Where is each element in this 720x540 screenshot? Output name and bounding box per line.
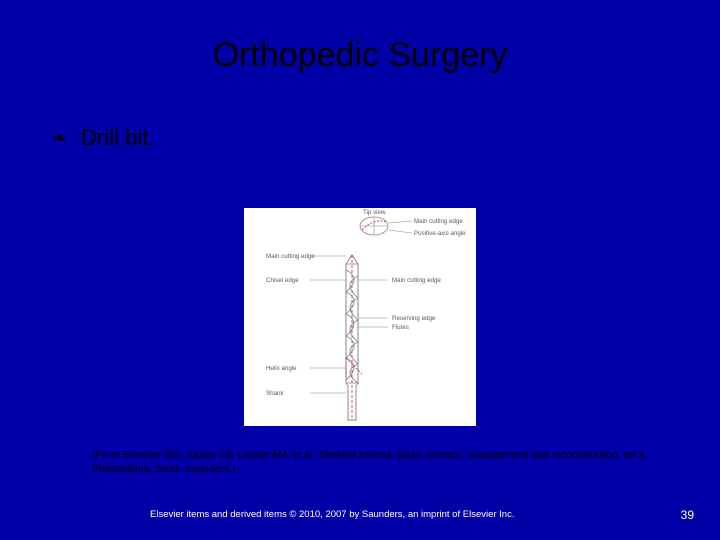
slide-title: Orthopedic Surgery [0, 0, 720, 75]
drill-label: Flutes [392, 324, 409, 331]
bullet-row: ❧ Drill bit. [52, 125, 678, 151]
bullet-text: Drill bit. [81, 125, 154, 151]
drill-bit-svg: Tip view Main cutting edge Positive-axis… [244, 208, 476, 426]
drill-label: Chisel edge [266, 277, 299, 284]
drill-label: Helix angle [266, 365, 297, 372]
tip-view-group: Tip view Main cutting edge Positive-axis… [360, 209, 466, 237]
bullet-icon: ❧ [52, 128, 67, 149]
label-tip-angle: Positive-axis angle [414, 230, 466, 237]
label-tip-main-edge: Main cutting edge [414, 218, 463, 225]
drill-label: Main cutting edge [392, 277, 441, 284]
drill-bit-figure: Tip view Main cutting edge Positive-axis… [244, 208, 476, 426]
copyright-footer: Elsevier items and derived items © 2010,… [150, 509, 514, 520]
citation-prefix: (From Browner BD, Jupiter JB, Levine AM,… [92, 449, 318, 461]
figure-citation: (From Browner BD, Jupiter JB, Levine AM,… [92, 448, 680, 476]
page-number: 39 [681, 508, 694, 522]
citation-italic: Skeletal trauma: Basic science, manageme… [318, 449, 620, 461]
drill-label: Reserving edge [392, 315, 436, 322]
drill-label: Shank [266, 390, 284, 397]
label-tip-view: Tip view [363, 209, 386, 216]
drill-label: Main cutting edge [266, 253, 315, 260]
body-area: ❧ Drill bit. [0, 75, 720, 151]
